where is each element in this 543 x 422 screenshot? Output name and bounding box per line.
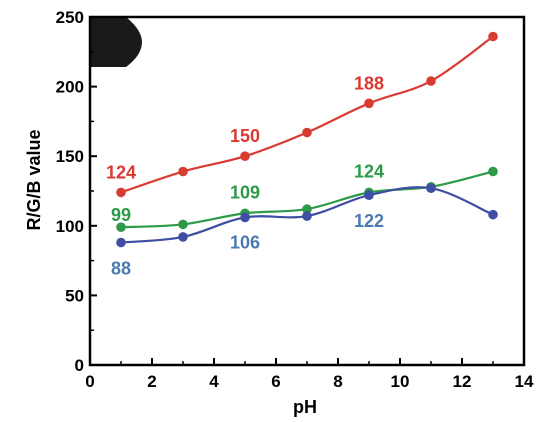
data-label: 106 [230,232,260,252]
y-tick-label: 100 [56,217,84,236]
data-label: 99 [111,205,131,225]
data-label: 122 [354,211,384,231]
red-series-point [240,151,250,161]
data-label: 124 [354,161,384,181]
green-series-point [178,219,188,230]
x-tick-label: 6 [271,372,280,391]
green-series-point [302,204,312,214]
blue-series-point [488,209,498,220]
y-axis-title: R/G/B value [24,129,44,230]
y-tick-label: 50 [65,286,84,305]
blue-series-point [302,211,312,221]
y-tick-label: 0 [75,356,84,375]
blue-series-point [364,190,374,200]
y-tick-label: 200 [56,78,84,97]
x-tick-label: 4 [209,372,219,391]
data-label: 150 [230,126,260,146]
blue-series-point [178,232,188,242]
green-series-point [488,166,498,177]
red-series-point [488,31,498,42]
x-tick-label: 2 [147,372,156,391]
red-series-point [426,76,436,86]
x-tick-label: 8 [333,372,342,391]
green-series-point [116,222,126,232]
data-label: 109 [230,182,260,202]
x-tick-label: 14 [515,372,534,391]
data-label: 88 [111,259,131,279]
data-label: 124 [106,162,136,182]
x-tick-label: 10 [391,372,410,391]
blue-series-point [116,237,126,248]
plot-area: 0 2 4 6 8 10 12 14 0 50 100 150 200 250 124 150 188 99 109… [56,8,534,391]
y-tick-label: 250 [56,8,84,27]
red-series-point [116,187,126,198]
blue-series-point [240,212,250,223]
corner-blob-graphic [90,17,142,67]
red-series-point [364,98,374,109]
data-label: 188 [354,73,384,93]
red-series-point [178,166,188,177]
x-axis-title: pH [293,397,317,417]
x-tick-label: 0 [85,372,94,391]
red-series-point [302,127,312,138]
blue-series-point [426,183,436,194]
y-tick-label: 150 [56,147,84,166]
x-tick-label: 12 [453,372,472,391]
